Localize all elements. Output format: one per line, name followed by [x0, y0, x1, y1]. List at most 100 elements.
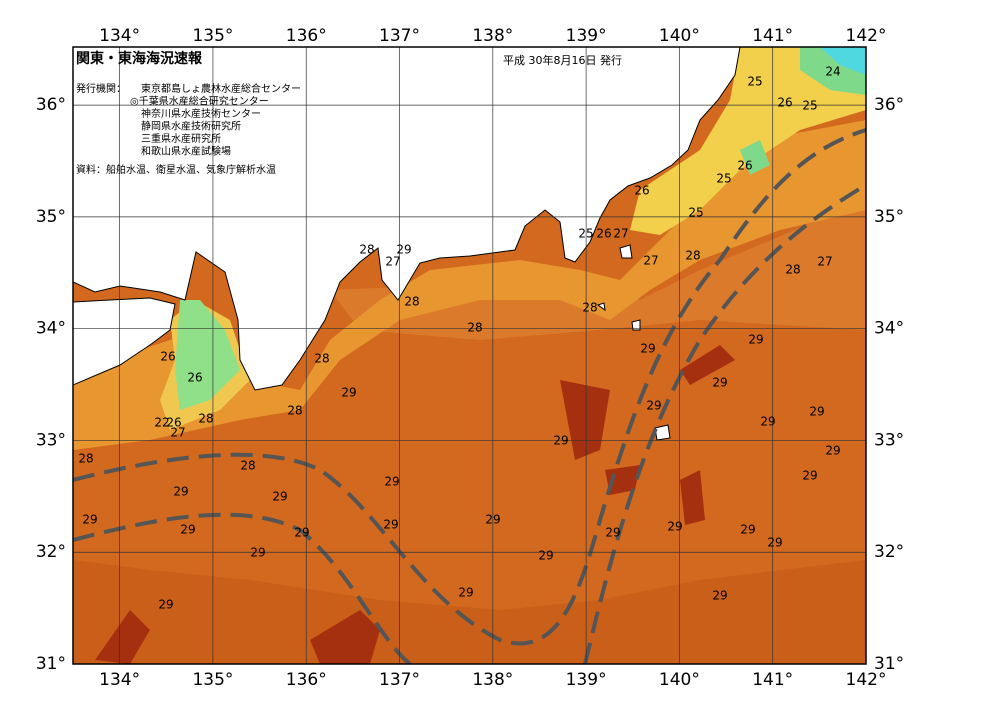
contour-label: 25 — [688, 206, 703, 220]
contour-label: 28 — [198, 412, 213, 426]
contour-label: 29 — [458, 586, 473, 600]
issuer: 三重県水産研究所 — [141, 132, 221, 145]
contour-label: 28 — [287, 404, 302, 418]
contour-label: 29 — [605, 526, 620, 540]
lon-label-top: 134° — [99, 26, 140, 46]
lat-label-left: 31° — [36, 654, 66, 674]
issuer: 和歌山県水産試験場 — [141, 145, 231, 158]
lat-label-left: 34° — [36, 319, 66, 339]
contour-label: 27 — [643, 254, 658, 268]
land-shikoku — [73, 297, 176, 386]
contour-label: 29 — [82, 513, 97, 527]
issuer: 東京都島しょ農林水産総合センター — [141, 82, 301, 95]
contour-label: 26 — [160, 350, 175, 364]
cold-water — [820, 47, 866, 75]
lat-label-left: 32° — [36, 542, 66, 562]
contour-label: 29 — [538, 549, 553, 563]
contour-label: 27 — [613, 227, 628, 241]
cool-band — [630, 47, 866, 235]
contour-label: 25 — [802, 99, 817, 113]
kii-channel-cool — [175, 300, 240, 410]
cool-water — [740, 47, 866, 175]
contour-label: 29 — [553, 434, 568, 448]
lat-label-right: 35° — [874, 207, 904, 227]
ticks: 134° 134° 135° 135° 136° 136° 137° 137° 138° 138°… — [36, 26, 904, 690]
contour-label: 27 — [385, 255, 400, 269]
lon-label-top: 142° — [846, 26, 887, 46]
contour-label: 29 — [384, 475, 399, 489]
contour-label: 29 — [667, 520, 682, 534]
contour-label: 29 — [180, 523, 195, 537]
data-source: 資料：船舶水温、衛星水温、気象庁解析水温 — [76, 163, 276, 176]
lon-label-bottom: 135° — [192, 670, 233, 690]
lon-label-bottom: 142° — [846, 670, 887, 690]
contour-label: 29 — [748, 333, 763, 347]
lat-label-right: 32° — [874, 542, 904, 562]
contour-label: 28 — [240, 459, 255, 473]
lon-label-top: 139° — [566, 26, 607, 46]
sea-band — [330, 200, 866, 340]
lat-label-right: 34° — [874, 319, 904, 339]
contour-label: 25 — [747, 75, 762, 89]
issuer: 神奈川県水産技術センター — [141, 107, 261, 120]
issuer: 静岡県水産技術研究所 — [141, 120, 241, 133]
land-honshu — [73, 47, 741, 391]
map-frame — [72, 46, 867, 665]
contour-label: 25 — [716, 172, 731, 186]
contour-label: 29 — [740, 523, 755, 537]
contour-label: 25 — [578, 227, 593, 241]
title: 関東・東海海況速報 — [76, 50, 203, 67]
contour-label: 29 — [712, 589, 727, 603]
lon-label-bottom: 136° — [286, 670, 327, 690]
graticule — [73, 47, 866, 664]
lon-label-bottom: 134° — [99, 670, 140, 690]
contour-label: 29 — [272, 490, 287, 504]
contour-label: 27 — [170, 426, 185, 440]
lon-label-bottom: 138° — [472, 670, 513, 690]
lon-label-bottom: 137° — [379, 670, 420, 690]
contour-label: 22 — [154, 416, 169, 430]
contour-label: 26 — [187, 371, 202, 385]
contour-label: 29 — [802, 469, 817, 483]
current-axis — [73, 128, 866, 646]
issuer-label: 発行機関： — [76, 82, 126, 95]
contour-label: 28 — [404, 295, 419, 309]
issuer-list: 東京都島しょ農林水産総合センター◎千葉県水産総合研究センター神奈川県水産技術セン… — [130, 82, 301, 158]
lat-label-right: 36° — [874, 95, 904, 115]
lon-label-top: 140° — [659, 26, 700, 46]
lat-label-right: 33° — [874, 430, 904, 450]
lon-label-top: 136° — [286, 26, 327, 46]
lon-label-top: 138° — [472, 26, 513, 46]
coastal-band — [73, 120, 866, 450]
contour-label: 26 — [596, 227, 611, 241]
contour-label: 29 — [640, 342, 655, 356]
lon-label-bottom: 140° — [659, 670, 700, 690]
contour-label: 26 — [777, 96, 792, 110]
contour-label: 28 — [582, 301, 597, 315]
issuer: ◎千葉県水産総合研究センター — [130, 95, 269, 108]
contour-label: 29 — [760, 415, 775, 429]
contour-label: 28 — [467, 321, 482, 335]
lon-label-top: 135° — [192, 26, 233, 46]
contour-label: 29 — [173, 485, 188, 499]
contour-label: 29 — [485, 513, 500, 527]
warm-core — [95, 345, 735, 664]
contour-label: 27 — [817, 255, 832, 269]
contour-label: 29 — [250, 546, 265, 560]
lon-label-bottom: 139° — [566, 670, 607, 690]
lat-label-left: 35° — [36, 207, 66, 227]
lon-label-bottom: 141° — [752, 670, 793, 690]
contour-label: 28 — [78, 452, 93, 466]
current-edge — [73, 183, 866, 664]
map-area — [73, 47, 866, 664]
issue-date: 平成 30年8月16日 発行 — [503, 53, 622, 67]
contour-label: 28 — [685, 249, 700, 263]
contour-label: 26 — [166, 416, 181, 430]
contour-label: 28 — [314, 352, 329, 366]
contour-label: 26 — [634, 184, 649, 198]
lat-label-right: 31° — [874, 654, 904, 674]
contour-label: 24 — [825, 65, 840, 79]
